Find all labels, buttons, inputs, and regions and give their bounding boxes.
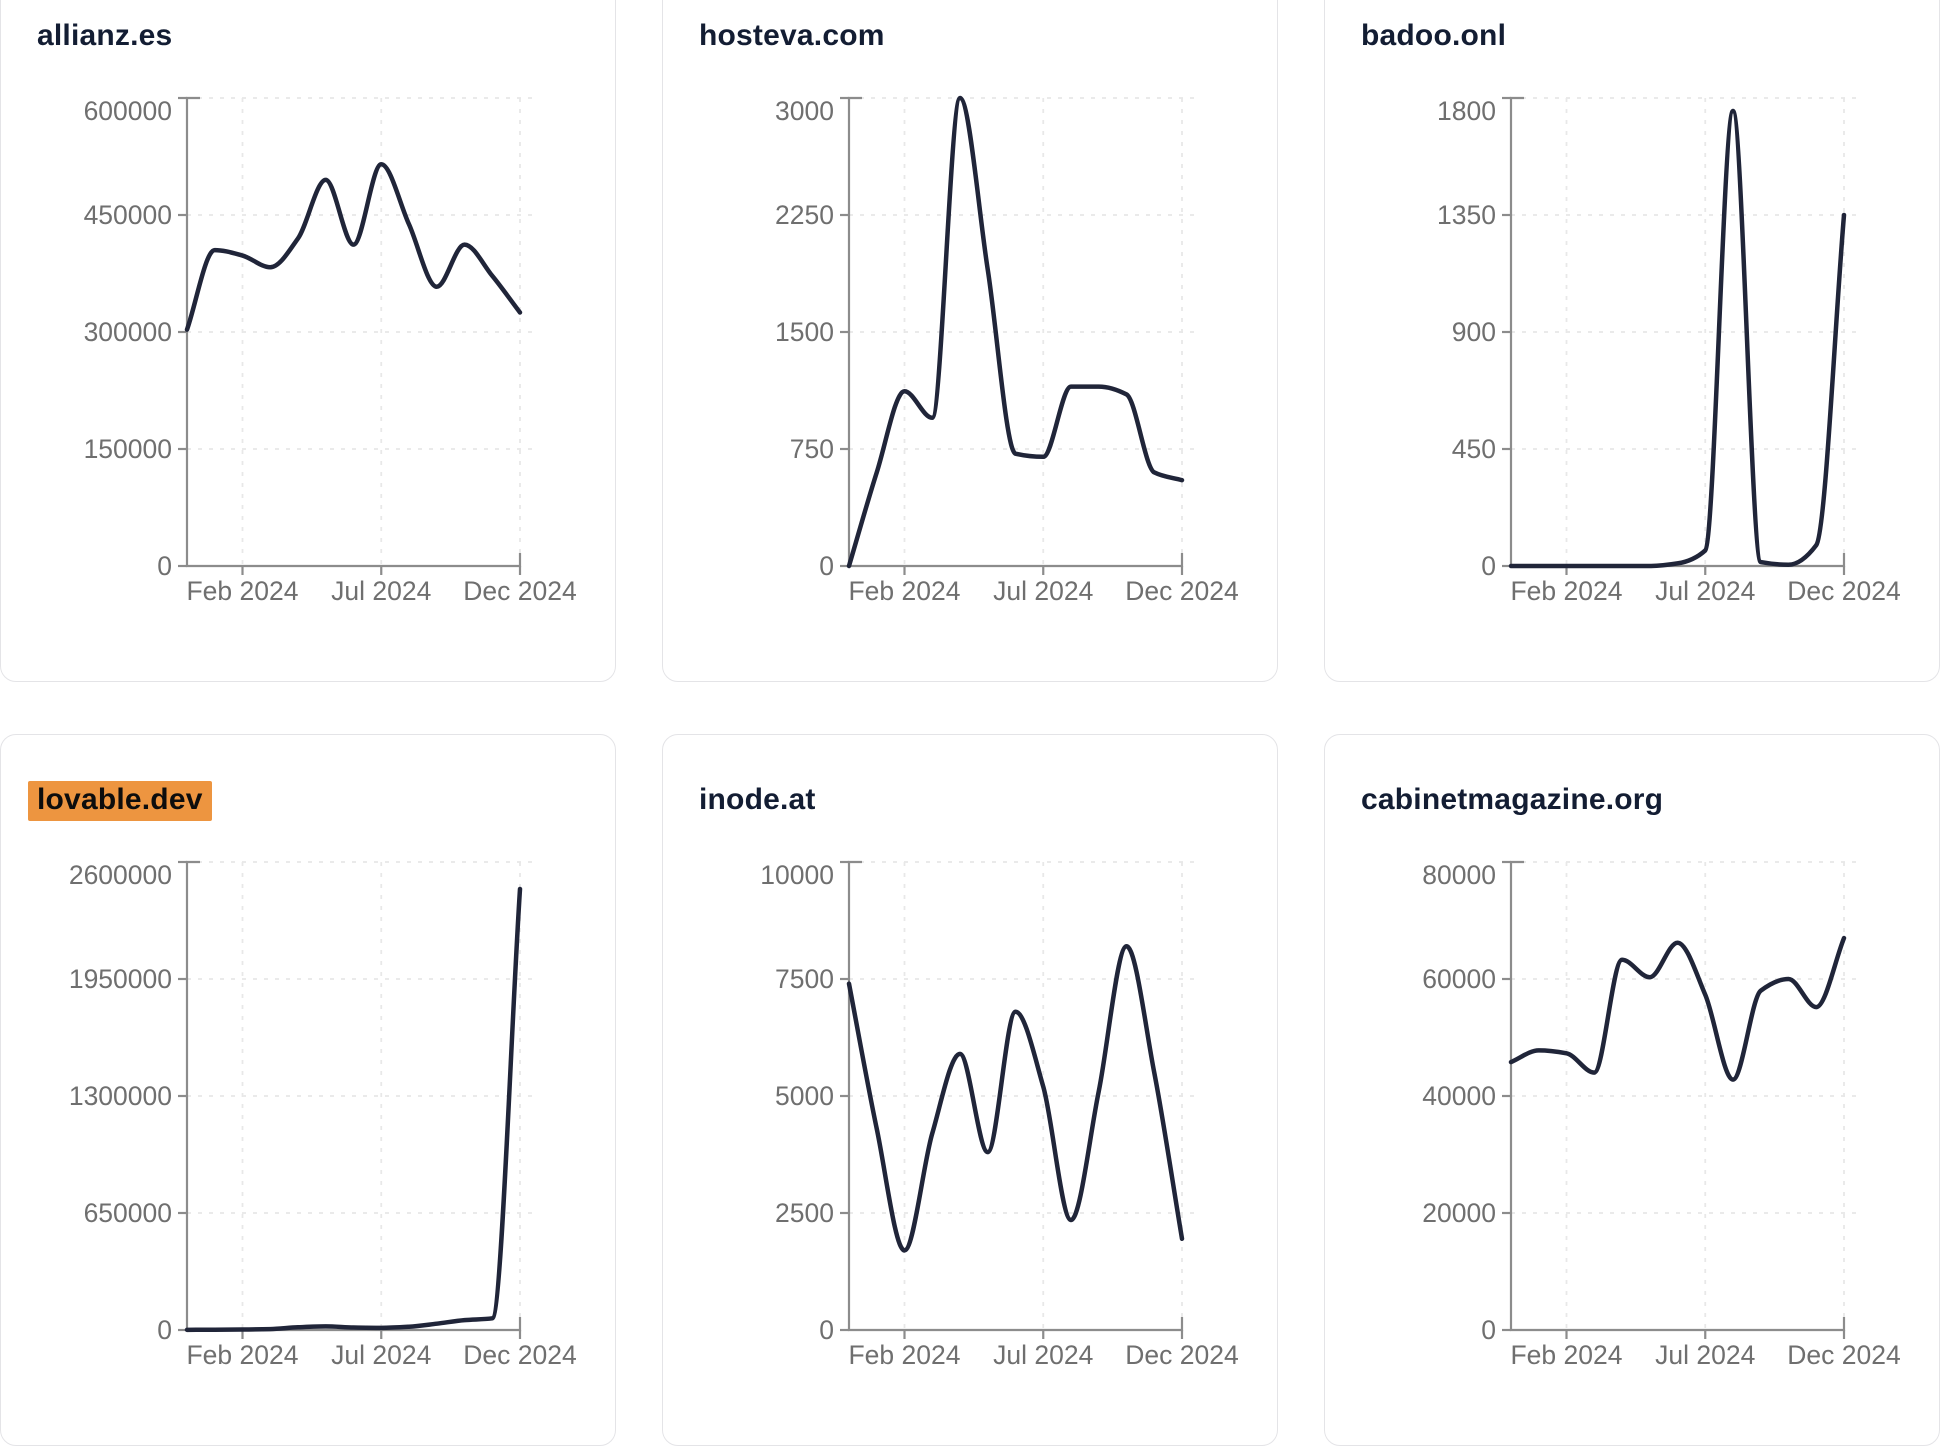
x-tick-label: Jul 2024 xyxy=(331,576,431,606)
y-tick-label: 2250 xyxy=(775,200,834,230)
domain-label: inode.at xyxy=(699,783,816,816)
x-tick-label: Feb 2024 xyxy=(187,1340,299,1370)
y-tick-label: 300000 xyxy=(84,317,172,347)
y-tick-label: 2600000 xyxy=(69,860,172,890)
badoo-onl-line-chart: 0 450 900 1350 1800 Feb 2024 Jul 2024 Dec 2024 xyxy=(1437,96,1901,606)
y-tick-label: 7500 xyxy=(775,964,834,994)
x-tick-label: Feb 2024 xyxy=(187,576,299,606)
y-tick-label: 40000 xyxy=(1422,1081,1496,1111)
y-tick-label: 20000 xyxy=(1422,1198,1496,1228)
x-tick-label: Feb 2024 xyxy=(849,1340,961,1370)
y-tick-label: 0 xyxy=(157,551,172,581)
chart-title: inode.at xyxy=(699,783,1277,817)
y-tick-label: 1950000 xyxy=(69,964,172,994)
chart-title: lovable.dev xyxy=(28,781,615,821)
y-tick-label: 450 xyxy=(1452,434,1496,464)
y-tick-label: 2500 xyxy=(775,1198,834,1228)
y-tick-label: 1300000 xyxy=(69,1081,172,1111)
chart-title: allianz.es xyxy=(37,19,615,53)
x-tick-label: Jul 2024 xyxy=(1655,576,1755,606)
y-tick-label: 60000 xyxy=(1422,964,1496,994)
domain-label: lovable.dev xyxy=(28,781,212,821)
y-tick-label: 650000 xyxy=(84,1198,172,1228)
chart-card-inode-at: inode.at 0 2500 5000 7500 10000 Feb 2024 Jul 2… xyxy=(662,734,1278,1446)
y-tick-label: 1500 xyxy=(775,317,834,347)
series-line xyxy=(184,886,523,1333)
x-tick-label: Jul 2024 xyxy=(1655,1340,1755,1370)
x-tick-label: Dec 2024 xyxy=(463,576,576,606)
y-tick-label: 1350 xyxy=(1437,200,1496,230)
chart-title: hosteva.com xyxy=(699,19,1277,53)
y-tick-label: 0 xyxy=(819,551,834,581)
y-tick-label: 3000 xyxy=(775,96,834,126)
x-tick-label: Jul 2024 xyxy=(993,576,1093,606)
x-tick-label: Dec 2024 xyxy=(1125,576,1238,606)
x-tick-label: Dec 2024 xyxy=(1787,1340,1900,1370)
cabinetmagazine-org-line-chart: 0 20000 40000 60000 80000 Feb 2024 Jul 2024 Dec… xyxy=(1422,860,1900,1370)
y-tick-label: 0 xyxy=(819,1315,834,1345)
series-line xyxy=(1508,935,1847,1082)
y-tick-label: 80000 xyxy=(1422,860,1496,890)
x-tick-label: Feb 2024 xyxy=(1511,576,1623,606)
y-tick-label: 0 xyxy=(1481,551,1496,581)
domain-label: hosteva.com xyxy=(699,19,885,52)
x-tick-label: Jul 2024 xyxy=(331,1340,431,1370)
y-tick-label: 0 xyxy=(1481,1315,1496,1345)
hosteva-com-line-chart: 0 750 1500 2250 3000 Feb 2024 Jul 2024 Dec 2024 xyxy=(775,95,1239,606)
x-tick-label: Dec 2024 xyxy=(463,1340,576,1370)
series-line xyxy=(184,162,523,332)
chart-title: cabinetmagazine.org xyxy=(1361,783,1939,817)
y-tick-label: 5000 xyxy=(775,1081,834,1111)
series-line xyxy=(846,95,1185,569)
y-tick-label: 900 xyxy=(1452,317,1496,347)
y-tick-label: 450000 xyxy=(84,200,172,230)
inode-at-line-chart: 0 2500 5000 7500 10000 Feb 2024 Jul 2024 Dec 20… xyxy=(760,860,1238,1370)
y-tick-label: 150000 xyxy=(84,434,172,464)
x-tick-label: Jul 2024 xyxy=(993,1340,1093,1370)
chart-card-hosteva-com: hosteva.com 0 750 1500 2250 3000 Feb 2024 Jul … xyxy=(662,0,1278,682)
chart-card-badoo-onl: badoo.onl 0 450 900 1350 1800 Feb 2024 Jul 202… xyxy=(1324,0,1940,682)
x-tick-label: Feb 2024 xyxy=(1511,1340,1623,1370)
x-tick-label: Dec 2024 xyxy=(1125,1340,1238,1370)
x-tick-label: Feb 2024 xyxy=(849,576,961,606)
y-tick-label: 1800 xyxy=(1437,96,1496,126)
y-tick-label: 0 xyxy=(157,1315,172,1345)
chart-card-allianz-es: allianz.es 0 150000 300000 450000 600000 Feb … xyxy=(0,0,616,682)
x-tick-label: Dec 2024 xyxy=(1787,576,1900,606)
y-tick-label: 600000 xyxy=(84,96,172,126)
series-line xyxy=(846,943,1185,1253)
chart-title: badoo.onl xyxy=(1361,19,1939,53)
domain-label: allianz.es xyxy=(37,19,173,52)
allianz-es-line-chart: 0 150000 300000 450000 600000 Feb 2024 Jul 202… xyxy=(84,96,577,606)
series-line xyxy=(1508,108,1847,569)
domain-label: badoo.onl xyxy=(1361,19,1507,52)
domain-label: cabinetmagazine.org xyxy=(1361,783,1664,816)
y-tick-label: 750 xyxy=(790,434,834,464)
lovable-dev-line-chart: 0 650000 1300000 1950000 2600000 Feb 2024 Jul … xyxy=(69,860,577,1370)
chart-card-cabinetmagazine-org: cabinetmagazine.org 0 20000 40000 60000 8000… xyxy=(1324,734,1940,1446)
chart-card-lovable-dev: lovable.dev 0 650000 1300000 1950000 2600000… xyxy=(0,734,616,1446)
y-tick-label: 10000 xyxy=(760,860,834,890)
